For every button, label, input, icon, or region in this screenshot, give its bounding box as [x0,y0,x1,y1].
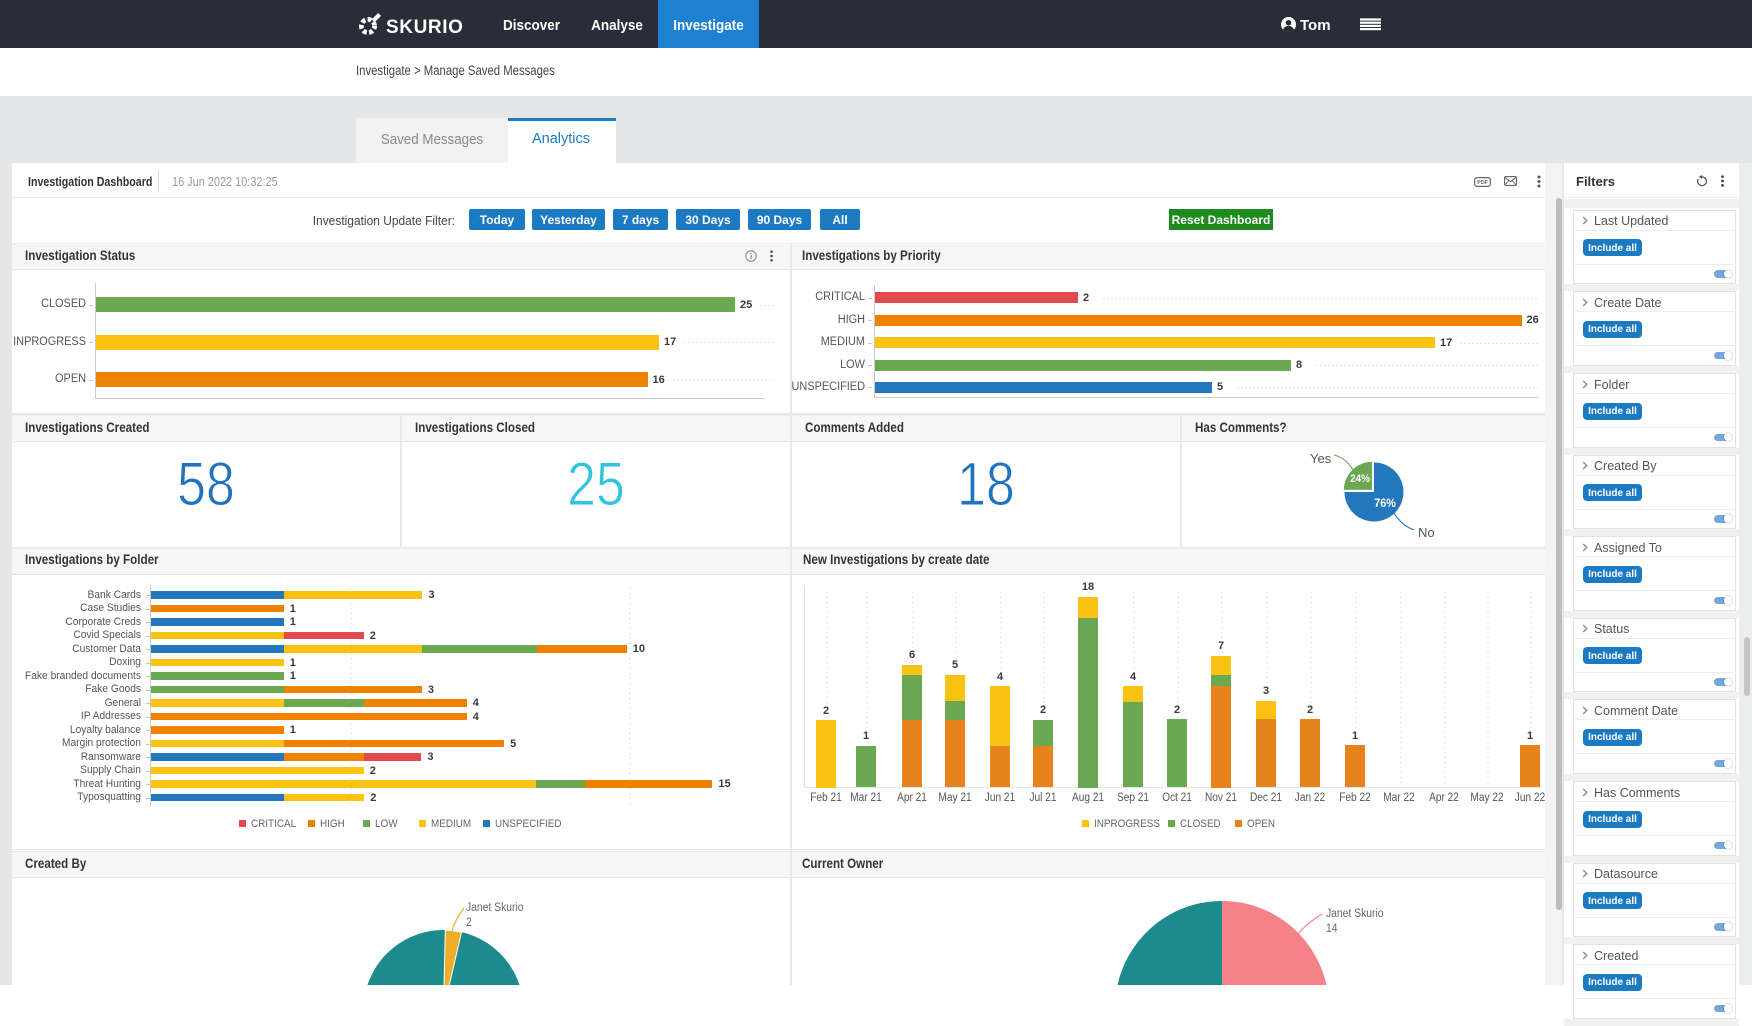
svg-text:PDF: PDF [1477,180,1488,186]
